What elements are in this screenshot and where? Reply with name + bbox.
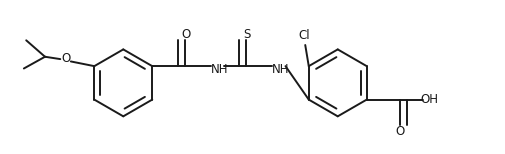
- Text: OH: OH: [420, 93, 438, 106]
- Text: NH: NH: [211, 63, 228, 76]
- Text: O: O: [395, 125, 404, 138]
- Text: NH: NH: [272, 63, 289, 76]
- Text: O: O: [61, 52, 70, 65]
- Text: S: S: [242, 28, 250, 41]
- Text: O: O: [181, 28, 190, 41]
- Text: Cl: Cl: [298, 28, 310, 42]
